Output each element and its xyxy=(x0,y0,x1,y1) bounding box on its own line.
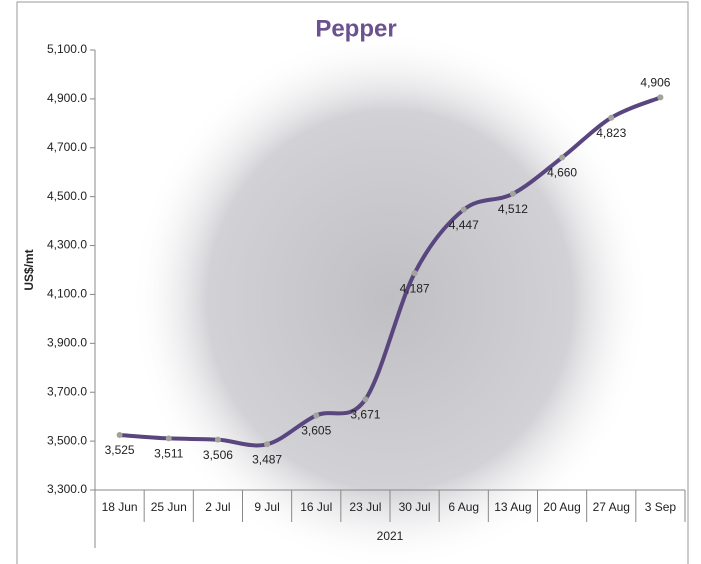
y-tick-label: 4,100.0 xyxy=(47,287,87,301)
y-tick-label: 5,100.0 xyxy=(47,42,87,56)
marker xyxy=(509,190,516,197)
x-group-label: 2021 xyxy=(377,529,404,543)
value-label: 4,906 xyxy=(640,76,670,90)
value-label: 3,487 xyxy=(252,452,282,466)
marker xyxy=(264,441,271,448)
x-tick-label: 2 Jul xyxy=(205,500,230,514)
value-label: 4,512 xyxy=(498,202,528,216)
y-tick-label: 4,900.0 xyxy=(47,91,87,105)
y-tick-label: 3,300.0 xyxy=(47,482,87,496)
x-tick-label: 18 Jun xyxy=(102,500,138,514)
y-tick-label: 4,300.0 xyxy=(47,238,87,252)
y-tick-label: 3,700.0 xyxy=(47,384,87,398)
x-tick-label: 27 Aug xyxy=(593,500,630,514)
value-label: 3,525 xyxy=(105,443,135,457)
marker xyxy=(411,270,418,277)
marker xyxy=(608,114,615,121)
marker xyxy=(116,432,123,438)
value-label: 4,187 xyxy=(400,281,430,295)
x-tick-label: 6 Aug xyxy=(448,500,479,514)
value-label: 4,823 xyxy=(596,126,626,140)
background-image xyxy=(130,30,650,564)
value-label: 3,671 xyxy=(350,407,380,421)
value-label: 3,506 xyxy=(203,448,233,462)
chart-title: Pepper xyxy=(315,15,396,42)
value-label: 4,660 xyxy=(547,166,577,180)
y-tick-label: 3,900.0 xyxy=(47,336,87,350)
marker xyxy=(657,94,664,101)
value-label: 3,605 xyxy=(301,424,331,438)
y-tick-label: 4,700.0 xyxy=(47,140,87,154)
marker xyxy=(313,412,320,419)
value-label: 3,511 xyxy=(154,447,183,461)
x-tick-label: 23 Jul xyxy=(349,500,381,514)
x-tick-label: 30 Jul xyxy=(399,500,431,514)
x-tick-label: 9 Jul xyxy=(254,500,279,514)
x-tick-label: 25 Jun xyxy=(151,500,187,514)
marker xyxy=(460,206,467,213)
marker xyxy=(214,436,221,443)
value-label: 4,447 xyxy=(449,218,479,232)
y-tick-label: 4,500.0 xyxy=(47,189,87,203)
y-axis-label: US$/mt xyxy=(22,249,36,290)
marker xyxy=(559,154,566,161)
x-tick-label: 3 Sep xyxy=(645,500,677,514)
y-tick-label: 3,500.0 xyxy=(47,433,87,447)
x-tick-label: 13 Aug xyxy=(494,500,531,514)
x-tick-label: 16 Jul xyxy=(300,500,332,514)
marker xyxy=(165,435,172,442)
x-tick-label: 20 Aug xyxy=(543,500,580,514)
marker xyxy=(362,396,369,403)
